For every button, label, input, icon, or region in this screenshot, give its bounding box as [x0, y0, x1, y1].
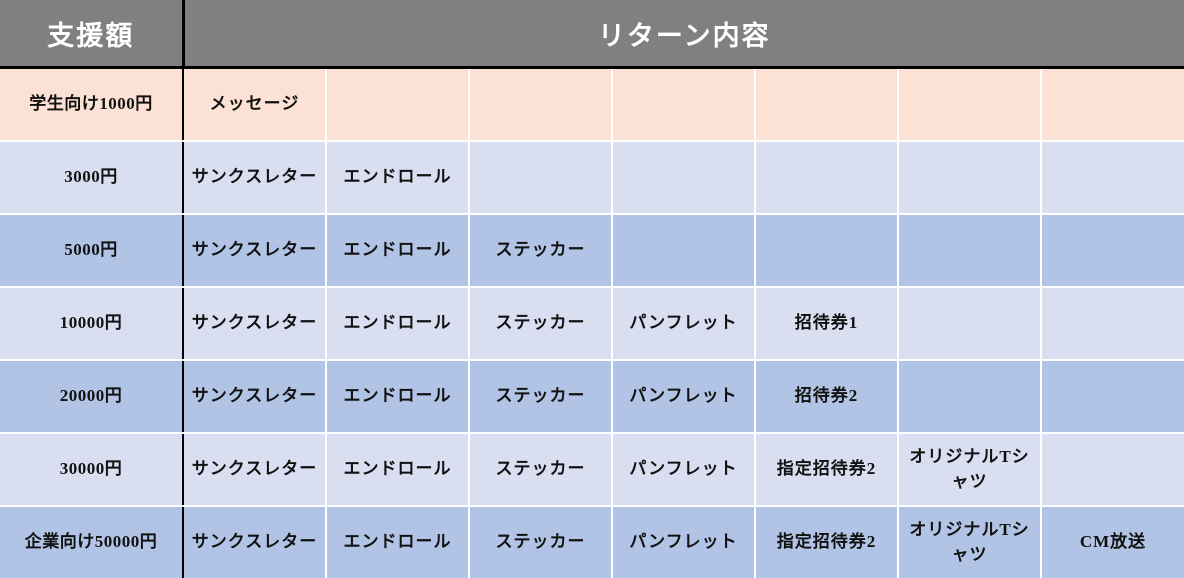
cell-return-item: ステッカー — [469, 433, 612, 506]
cell-return-item: エンドロール — [326, 360, 469, 433]
cell-return-item: エンドロール — [326, 214, 469, 287]
cell-support-amount: 20000円 — [0, 360, 183, 433]
cell-return-item: 指定招待券2 — [755, 506, 898, 578]
cell-return-item: パンフレット — [612, 506, 755, 578]
table-row: 10000円サンクスレターエンドロールステッカーパンフレット招待券1 — [0, 287, 1184, 360]
cell-return-item: エンドロール — [326, 287, 469, 360]
cell-support-amount: 10000円 — [0, 287, 183, 360]
cell-support-amount: 学生向け1000円 — [0, 68, 183, 142]
cell-return-item: サンクスレター — [183, 214, 326, 287]
table-row: 3000円サンクスレターエンドロール — [0, 141, 1184, 214]
cell-return-item: パンフレット — [612, 360, 755, 433]
cell-return-item: パンフレット — [612, 287, 755, 360]
cell-return-item: サンクスレター — [183, 506, 326, 578]
header-return-contents: リターン内容 — [183, 0, 1184, 68]
header-row: 支援額 リターン内容 — [0, 0, 1184, 68]
cell-return-item — [1041, 141, 1184, 214]
cell-return-item — [1041, 433, 1184, 506]
cell-return-item — [755, 141, 898, 214]
cell-return-item — [612, 68, 755, 142]
cell-return-item — [612, 214, 755, 287]
cell-return-item: メッセージ — [183, 68, 326, 142]
cell-return-item: CM放送 — [1041, 506, 1184, 578]
cell-return-item — [1041, 287, 1184, 360]
cell-return-item: 指定招待券2 — [755, 433, 898, 506]
cell-return-item — [898, 360, 1041, 433]
cell-return-item — [755, 68, 898, 142]
cell-support-amount: 3000円 — [0, 141, 183, 214]
cell-return-item: サンクスレター — [183, 141, 326, 214]
cell-support-amount: 企業向け50000円 — [0, 506, 183, 578]
cell-return-item — [469, 68, 612, 142]
cell-return-item: サンクスレター — [183, 433, 326, 506]
cell-return-item: ステッカー — [469, 360, 612, 433]
cell-return-item: オリジナルTシャツ — [898, 433, 1041, 506]
cell-return-item: サンクスレター — [183, 287, 326, 360]
table-header: 支援額 リターン内容 — [0, 0, 1184, 68]
cell-return-item: パンフレット — [612, 433, 755, 506]
cell-return-item — [1041, 68, 1184, 142]
cell-return-item: 招待券2 — [755, 360, 898, 433]
cell-return-item — [326, 68, 469, 142]
table-row: 20000円サンクスレターエンドロールステッカーパンフレット招待券2 — [0, 360, 1184, 433]
cell-return-item: ステッカー — [469, 287, 612, 360]
cell-return-item — [1041, 214, 1184, 287]
cell-support-amount: 30000円 — [0, 433, 183, 506]
cell-return-item: エンドロール — [326, 433, 469, 506]
table-row: 学生向け1000円メッセージ — [0, 68, 1184, 142]
table-row: 企業向け50000円サンクスレターエンドロールステッカーパンフレット指定招待券2… — [0, 506, 1184, 578]
cell-return-item: サンクスレター — [183, 360, 326, 433]
cell-support-amount: 5000円 — [0, 214, 183, 287]
cell-return-item: ステッカー — [469, 506, 612, 578]
cell-return-item — [898, 68, 1041, 142]
cell-return-item: エンドロール — [326, 141, 469, 214]
cell-return-item — [469, 141, 612, 214]
cell-return-item: 招待券1 — [755, 287, 898, 360]
cell-return-item — [612, 141, 755, 214]
cell-return-item — [898, 141, 1041, 214]
cell-return-item: オリジナルTシャツ — [898, 506, 1041, 578]
table-row: 5000円サンクスレターエンドロールステッカー — [0, 214, 1184, 287]
cell-return-item — [1041, 360, 1184, 433]
cell-return-item — [898, 214, 1041, 287]
header-support-amount: 支援額 — [0, 0, 183, 68]
cell-return-item — [898, 287, 1041, 360]
cell-return-item: エンドロール — [326, 506, 469, 578]
cell-return-item: ステッカー — [469, 214, 612, 287]
cell-return-item — [755, 214, 898, 287]
